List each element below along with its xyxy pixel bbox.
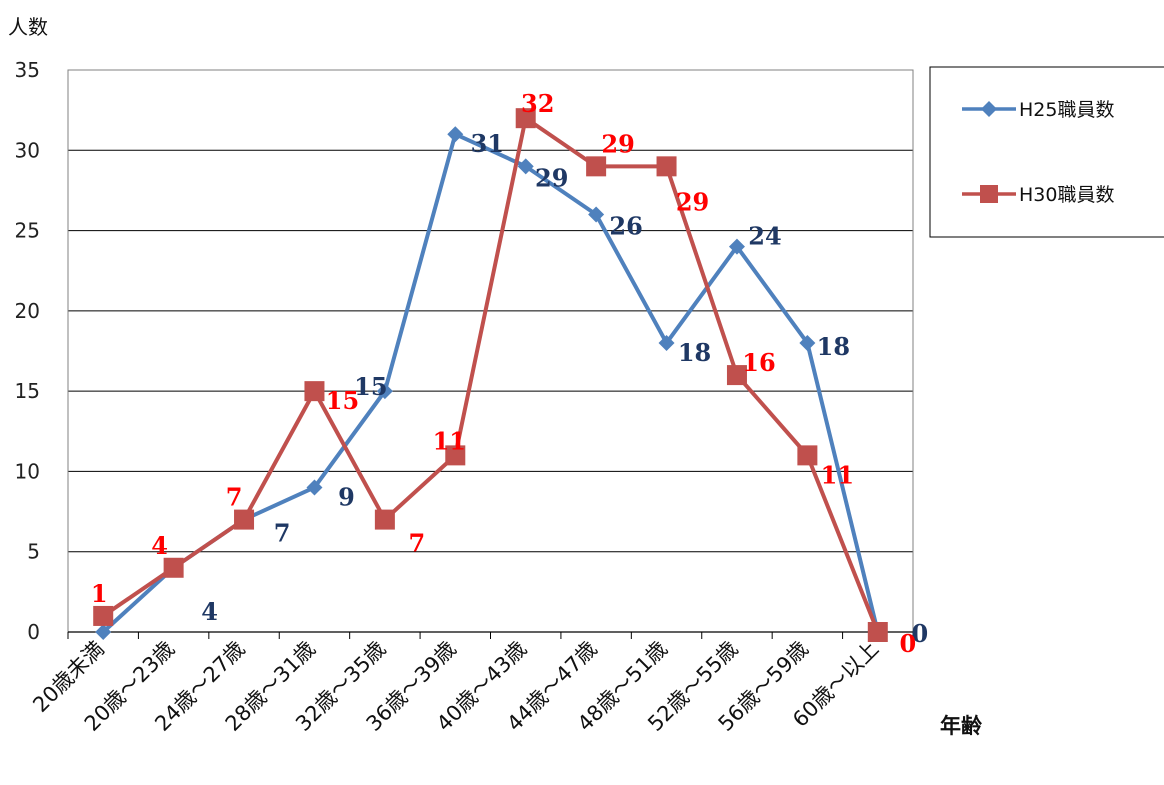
data-label-s1-8: 29 <box>676 187 709 216</box>
series-line-0 <box>101 132 880 634</box>
data-point-s1-3 <box>304 381 325 402</box>
series-line-1 <box>102 116 880 633</box>
data-point-s0-9 <box>728 238 745 255</box>
data-point-s1-4 <box>374 509 395 530</box>
data-label-s1-1: 4 <box>151 531 168 560</box>
data-label-s1-10: 11 <box>821 460 854 489</box>
data-point-s1-9 <box>726 365 747 386</box>
data-label-s1-7: 29 <box>601 129 634 158</box>
y-tick-label-25: 25 <box>15 219 40 243</box>
data-label-s0-9: 24 <box>748 222 781 251</box>
data-label-s1-0: 1 <box>91 579 108 608</box>
legend-label-h30: H30職員数 <box>1019 184 1114 206</box>
y-tick-label-0: 0 <box>27 620 40 644</box>
data-point-s1-7 <box>586 156 607 177</box>
data-point-s1-5 <box>445 445 466 466</box>
data-label-s1-2: 7 <box>226 483 243 512</box>
data-label-s1-11: 0 <box>899 629 916 658</box>
data-label-s0-6: 29 <box>535 163 568 192</box>
data-point-s1-8 <box>656 156 677 177</box>
data-label-s0-8: 18 <box>678 338 711 367</box>
legend-label-h25: H25職員数 <box>1019 99 1114 121</box>
data-point-s1-2 <box>234 509 255 530</box>
legend-marker-h25 <box>981 101 997 117</box>
data-point-s0-0 <box>95 624 112 640</box>
x-axis-label: 年齢 <box>940 714 983 738</box>
data-point-s1-11 <box>867 622 888 642</box>
data-point-s0-5 <box>447 126 464 143</box>
y-tick-label-15: 15 <box>15 379 40 403</box>
y-tick-label-10: 10 <box>15 459 40 483</box>
data-labels: 4 7 9 15 31 29 26 18 24 18 0 1 4 7 15 7 11 32 29 29 16 11 0 <box>91 89 928 658</box>
data-label-s0-1: 4 <box>201 597 218 626</box>
axes: 0510152025303520歳未満20歳～23歳24歳～27歳28歳～31歳… <box>15 58 914 736</box>
y-tick-label-20: 20 <box>15 299 40 323</box>
data-point-s0-6 <box>517 158 534 175</box>
data-label-s1-4: 7 <box>409 529 426 558</box>
data-label-s0-10: 18 <box>817 332 850 361</box>
y-tick-label-30: 30 <box>15 138 40 162</box>
data-point-s0-3 <box>306 479 323 496</box>
data-point-s1-10 <box>797 445 818 466</box>
data-point-s0-10 <box>799 334 816 351</box>
y-tick-label-35: 35 <box>15 58 40 82</box>
data-label-s0-2: 7 <box>274 519 291 548</box>
legend: H25職員数 H30職員数 <box>929 66 1164 238</box>
data-label-s1-6: 32 <box>521 89 554 118</box>
data-label-s1-9: 16 <box>742 348 775 377</box>
legend-marker-h30 <box>980 185 998 203</box>
data-point-s1-0 <box>93 605 114 626</box>
data-label-s1-3: 15 <box>326 386 359 415</box>
data-label-s0-4: 15 <box>354 372 387 401</box>
data-point-s1-1 <box>163 557 184 578</box>
data-point-s1-6 <box>515 108 536 129</box>
y-axis-label: 人数 <box>8 15 48 39</box>
data-label-s0-5: 31 <box>471 129 504 158</box>
data-label-s0-11: 0 <box>911 619 928 648</box>
data-label-s0-3: 9 <box>338 482 355 511</box>
data-point-s0-4 <box>376 383 393 400</box>
data-point-s0-7 <box>588 206 605 223</box>
data-label-s0-7: 26 <box>609 212 642 241</box>
data-point-s0-8 <box>658 334 675 351</box>
data-label-s1-5: 11 <box>433 426 466 455</box>
legend-box <box>929 66 1164 238</box>
series-lines <box>93 108 888 642</box>
y-tick-label-5: 5 <box>27 540 40 564</box>
